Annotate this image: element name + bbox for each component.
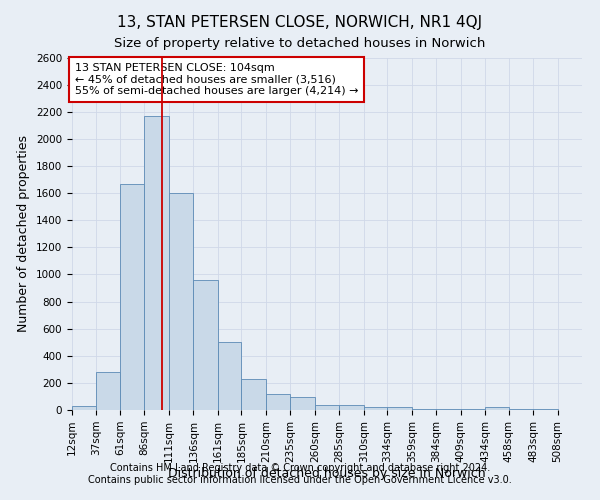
Bar	[72, 406, 97, 410]
Bar	[412, 408, 436, 410]
Text: Size of property relative to detached houses in Norwich: Size of property relative to detached ho…	[115, 38, 485, 51]
Text: Contains HM Land Registry data © Crown copyright and database right 2024.
Contai: Contains HM Land Registry data © Crown c…	[88, 464, 512, 485]
Bar	[387, 408, 412, 410]
Bar	[169, 193, 193, 410]
Bar	[218, 342, 241, 410]
X-axis label: Distribution of detached houses by size in Norwich: Distribution of detached houses by size …	[168, 468, 486, 480]
Bar	[241, 379, 266, 410]
Bar	[436, 408, 461, 410]
Text: 13 STAN PETERSEN CLOSE: 104sqm
← 45% of detached houses are smaller (3,516)
55% : 13 STAN PETERSEN CLOSE: 104sqm ← 45% of …	[74, 63, 358, 96]
Bar	[290, 397, 315, 410]
Bar	[97, 372, 120, 410]
Bar	[339, 404, 364, 410]
Bar	[533, 408, 557, 410]
Bar	[364, 408, 387, 410]
Y-axis label: Number of detached properties: Number of detached properties	[17, 135, 31, 332]
Text: 13, STAN PETERSEN CLOSE, NORWICH, NR1 4QJ: 13, STAN PETERSEN CLOSE, NORWICH, NR1 4Q…	[118, 15, 482, 30]
Bar	[193, 280, 218, 410]
Bar	[266, 394, 290, 410]
Bar	[145, 116, 169, 410]
Bar	[120, 184, 145, 410]
Bar	[485, 408, 509, 410]
Bar	[315, 404, 339, 410]
